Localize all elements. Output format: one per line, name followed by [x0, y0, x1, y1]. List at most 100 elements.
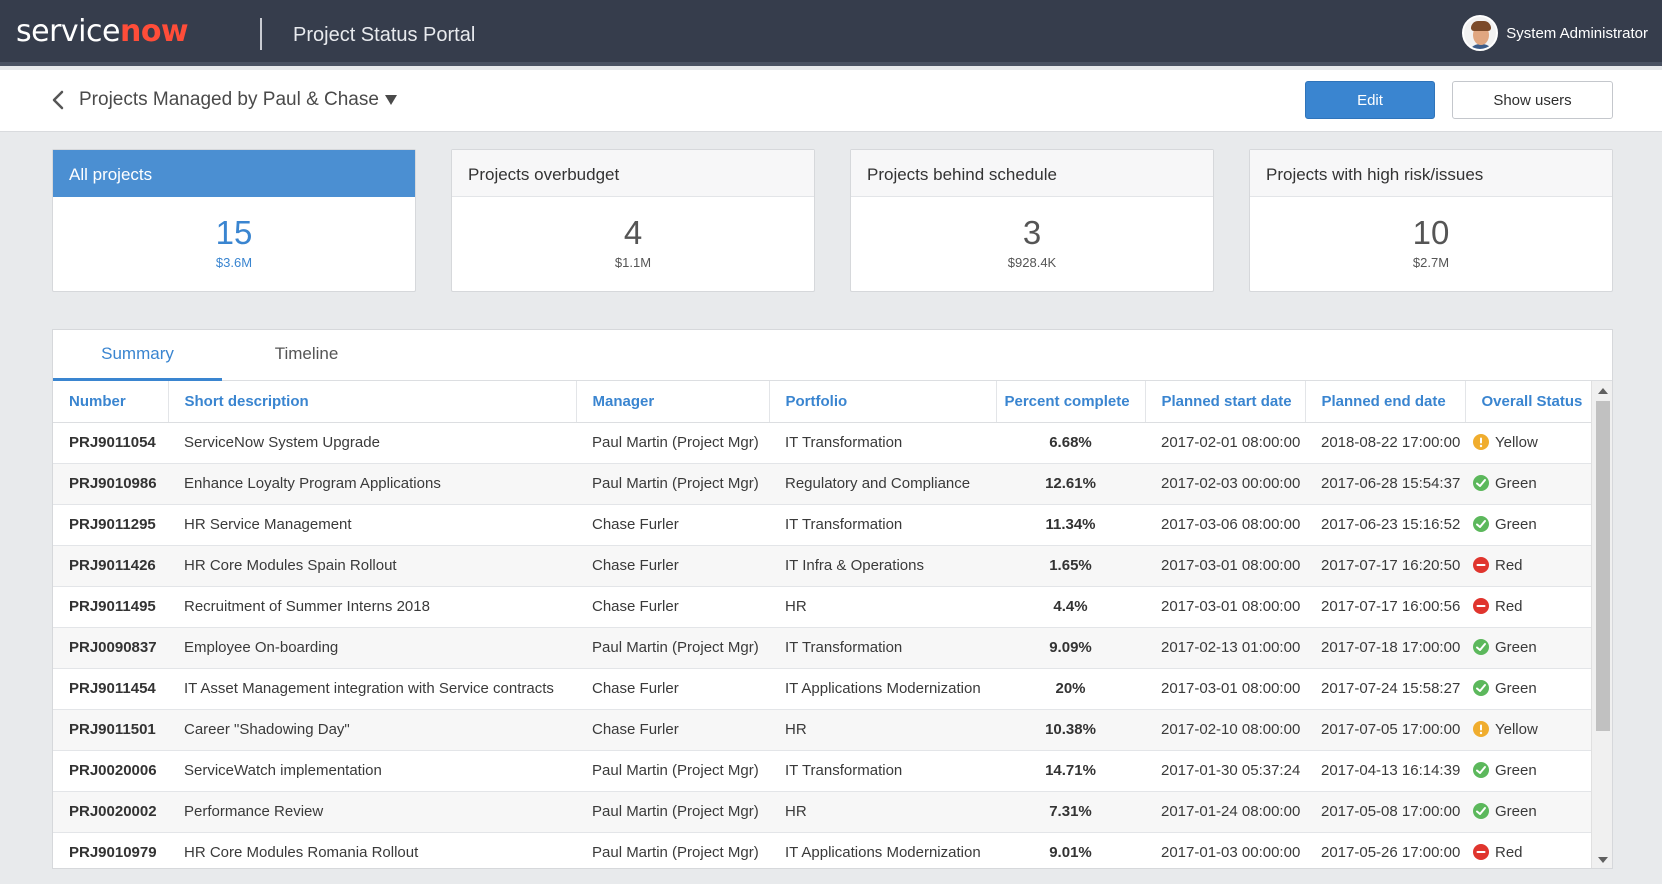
card-projects-high-risk[interactable]: Projects with high risk/issues 10 $2.7M — [1249, 149, 1613, 292]
project-number-cell[interactable]: PRJ0020002 — [53, 791, 168, 833]
manager-cell: Chase Furler — [576, 668, 769, 710]
short-description-cell: Enhance Loyalty Program Applications — [168, 463, 576, 505]
page-title: Projects Managed by Paul & Chase — [79, 89, 379, 110]
logo-text-now: now — [119, 14, 189, 49]
status-label: Green — [1495, 762, 1537, 779]
column-header-planned-end-date[interactable]: Planned end date — [1305, 381, 1466, 423]
table-row[interactable]: PRJ0020002 Performance Review Paul Martin … — [53, 791, 1591, 833]
project-number-cell[interactable]: PRJ9011501 — [53, 709, 168, 751]
planned-end-date-cell: 2017-07-17 16:00:56 — [1305, 586, 1465, 628]
manager-cell: Chase Furler — [576, 709, 769, 751]
vertical-scrollbar[interactable] — [1591, 381, 1612, 868]
card-amount: $928.4K — [1007, 255, 1057, 270]
caret-down-icon[interactable] — [384, 94, 398, 106]
column-header-percent-complete[interactable]: Percent complete — [996, 381, 1146, 423]
scrollbar-thumb[interactable] — [1596, 401, 1610, 731]
manager-cell: Paul Martin (Project Mgr) — [576, 422, 769, 464]
column-header-overall-status[interactable]: Overall Status — [1465, 381, 1591, 423]
portfolio-cell: IT Applications Modernization — [769, 668, 996, 710]
planned-start-date-cell: 2017-02-10 08:00:00 — [1145, 709, 1305, 751]
projects-table-container: Number Short description Manager Portfolio P… — [53, 381, 1591, 868]
scroll-up-arrow-icon[interactable] — [1597, 387, 1609, 395]
overall-status-cell: Green — [1465, 627, 1591, 669]
card-projects-overbudget[interactable]: Projects overbudget 4 $1.1M — [451, 149, 815, 292]
show-users-button[interactable]: Show users — [1452, 81, 1613, 119]
percent-complete-cell: 7.31% — [996, 791, 1145, 833]
card-count: 15 — [215, 214, 253, 251]
user-menu[interactable]: System Administrator — [1462, 14, 1648, 52]
back-chevron-icon[interactable] — [48, 87, 70, 113]
status-blocked-icon — [1473, 844, 1489, 860]
project-number-cell[interactable]: PRJ0090837 — [53, 627, 168, 669]
user-name[interactable]: System Administrator — [1506, 24, 1648, 42]
manager-cell: Chase Furler — [576, 545, 769, 587]
column-header-planned-start-date[interactable]: Planned start date — [1145, 381, 1306, 423]
percent-complete-cell: 14.71% — [996, 750, 1145, 792]
project-number-cell[interactable]: PRJ0020006 — [53, 750, 168, 792]
card-title: Projects with high risk/issues — [1250, 150, 1612, 197]
portfolio-cell: IT Transformation — [769, 504, 996, 546]
planned-start-date-cell: 2017-01-30 05:37:24 — [1145, 750, 1305, 792]
card-count: 10 — [1412, 214, 1450, 251]
table-row[interactable]: PRJ0090837 Employee On-boarding Paul Marti… — [53, 627, 1591, 669]
manager-cell: Chase Furler — [576, 586, 769, 628]
short-description-cell: Career "Shadowing Day" — [168, 709, 576, 751]
status-label: Green — [1495, 639, 1537, 656]
scroll-down-arrow-icon[interactable] — [1597, 856, 1609, 864]
tab-timeline[interactable]: Timeline — [274, 344, 339, 363]
table-row[interactable]: PRJ9011054 ServiceNow System Upgrade Paul … — [53, 422, 1591, 464]
servicenow-logo[interactable]: servicenow — [16, 12, 189, 52]
card-all-projects[interactable]: All projects 15 $3.6M — [52, 149, 416, 292]
card-title: All projects — [53, 150, 415, 197]
portfolio-cell: IT Transformation — [769, 627, 996, 669]
manager-cell: Chase Furler — [576, 504, 769, 546]
card-projects-behind-schedule[interactable]: Projects behind schedule 3 $928.4K — [850, 149, 1214, 292]
planned-end-date-cell: 2017-04-13 16:14:39 — [1305, 750, 1465, 792]
portfolio-cell: IT Applications Modernization — [769, 832, 996, 868]
manager-cell: Paul Martin (Project Mgr) — [576, 627, 769, 669]
table-row[interactable]: PRJ9010986 Enhance Loyalty Program Applic… — [53, 463, 1591, 505]
project-number-cell[interactable]: PRJ9010986 — [53, 463, 168, 505]
edit-button[interactable]: Edit — [1305, 81, 1435, 119]
planned-start-date-cell: 2017-01-03 00:00:00 — [1145, 832, 1305, 868]
table-row[interactable]: PRJ9011495 Recruitment of Summer Interns … — [53, 586, 1591, 628]
table-row[interactable]: PRJ9011426 HR Core Modules Spain Rollout C… — [53, 545, 1591, 587]
project-number-cell[interactable]: PRJ9011495 — [53, 586, 168, 628]
status-label: Red — [1495, 844, 1523, 861]
manager-cell: Paul Martin (Project Mgr) — [576, 791, 769, 833]
project-number-cell[interactable]: PRJ9011295 — [53, 504, 168, 546]
user-avatar[interactable] — [1462, 15, 1499, 51]
planned-start-date-cell: 2017-01-24 08:00:00 — [1145, 791, 1305, 833]
short-description-cell: Recruitment of Summer Interns 2018 — [168, 586, 576, 628]
table-row[interactable]: PRJ9010979 HR Core Modules Romania Rollou… — [53, 832, 1591, 868]
project-number-cell[interactable]: PRJ9011426 — [53, 545, 168, 587]
column-header-portfolio[interactable]: Portfolio — [769, 381, 997, 423]
card-title: Projects behind schedule — [851, 150, 1213, 197]
project-number-cell[interactable]: PRJ9011054 — [53, 422, 168, 464]
projects-panel: Summary Timeline Number Short description… — [52, 329, 1613, 869]
status-label: Red — [1495, 598, 1523, 615]
column-header-number[interactable]: Number — [53, 381, 169, 423]
project-number-cell[interactable]: PRJ9010979 — [53, 832, 168, 868]
column-header-short-description[interactable]: Short description — [168, 381, 577, 423]
table-row[interactable]: PRJ9011501 Career "Shadowing Day" Chase Fu… — [53, 709, 1591, 751]
project-number-cell[interactable]: PRJ9011454 — [53, 668, 168, 710]
percent-complete-cell: 4.4% — [996, 586, 1145, 628]
table-row[interactable]: PRJ0020006 ServiceWatch implementation Pau… — [53, 750, 1591, 792]
table-row[interactable]: PRJ9011454 IT Asset Management integratio… — [53, 668, 1591, 710]
short-description-cell: HR Service Management — [168, 504, 576, 546]
portfolio-cell: HR — [769, 791, 996, 833]
card-title: Projects overbudget — [452, 150, 814, 197]
card-amount: $1.1M — [614, 255, 652, 270]
short-description-cell: HR Core Modules Spain Rollout — [168, 545, 576, 587]
column-header-manager[interactable]: Manager — [576, 381, 770, 423]
status-label: Red — [1495, 557, 1523, 574]
percent-complete-cell: 1.65% — [996, 545, 1145, 587]
overall-status-cell: Green — [1465, 750, 1591, 792]
portal-title: Project Status Portal — [293, 24, 476, 46]
table-row[interactable]: PRJ9011295 HR Service Management Chase Fur… — [53, 504, 1591, 546]
planned-end-date-cell: 2017-06-23 15:16:52 — [1305, 504, 1465, 546]
short-description-cell: ServiceNow System Upgrade — [168, 422, 576, 464]
tab-summary[interactable]: Summary — [53, 330, 222, 381]
avatar-hair-shape — [1471, 21, 1492, 31]
